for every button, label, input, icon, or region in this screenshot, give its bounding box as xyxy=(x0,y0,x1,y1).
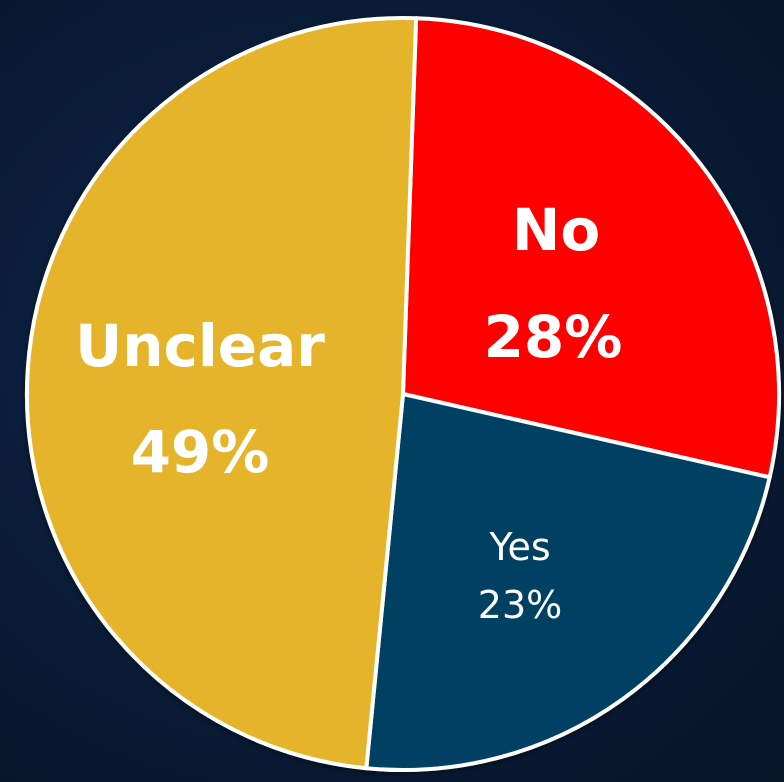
pie-slice-yes xyxy=(364,392,772,772)
pie-slice-unclear xyxy=(25,16,419,771)
slice-label-yes: Yes xyxy=(488,525,550,569)
slice-value-unclear: 49% xyxy=(131,418,270,486)
pie-slice-no xyxy=(401,16,781,480)
slice-label-unclear: Unclear xyxy=(75,312,325,380)
slice-value-no: 28% xyxy=(484,303,623,371)
slice-label-no: No xyxy=(512,196,600,264)
pie-slices xyxy=(25,16,781,772)
slice-value-yes: 23% xyxy=(478,583,562,627)
pie-labels: No 28% Yes 23% Unclear 49% xyxy=(75,196,622,627)
